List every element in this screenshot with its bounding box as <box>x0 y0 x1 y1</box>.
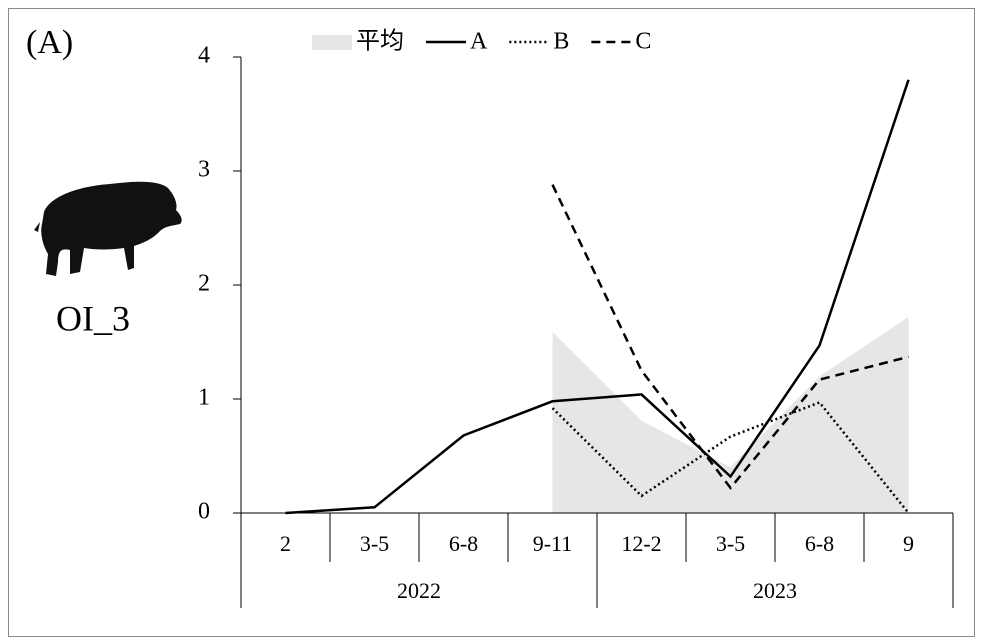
x-group-label: 2023 <box>753 578 797 603</box>
y-tick-label: 2 <box>198 271 210 297</box>
frame <box>8 8 975 637</box>
x-tick-label: 9 <box>903 531 914 556</box>
y-tick-label: 1 <box>198 385 210 411</box>
y-tick-label: 3 <box>198 157 210 183</box>
x-tick-label: 6-8 <box>805 531 834 556</box>
legend-swatch <box>312 35 352 50</box>
x-group-label: 2022 <box>397 578 441 603</box>
y-tick-label: 4 <box>198 43 210 69</box>
area <box>552 316 909 513</box>
x-tick-label: 3-5 <box>360 531 389 556</box>
x-tick-label: 6-8 <box>449 531 478 556</box>
pig-icon <box>34 181 182 276</box>
legend-label: 平均 <box>356 28 404 55</box>
legend-label: C <box>635 29 651 55</box>
legend-label: A <box>470 29 488 55</box>
series-label: OI_3 <box>56 298 130 338</box>
line <box>551 400 910 514</box>
line <box>285 79 910 515</box>
line <box>551 184 909 490</box>
x-tick-label: 2 <box>280 531 291 556</box>
x-tick-label: 3-5 <box>716 531 745 556</box>
x-tick-label: 9-11 <box>533 531 573 556</box>
x-tick-label: 12-2 <box>621 531 661 556</box>
legend-label: B <box>553 29 569 55</box>
panel-label: (A) <box>26 24 73 61</box>
y-tick-label: 0 <box>198 499 210 525</box>
